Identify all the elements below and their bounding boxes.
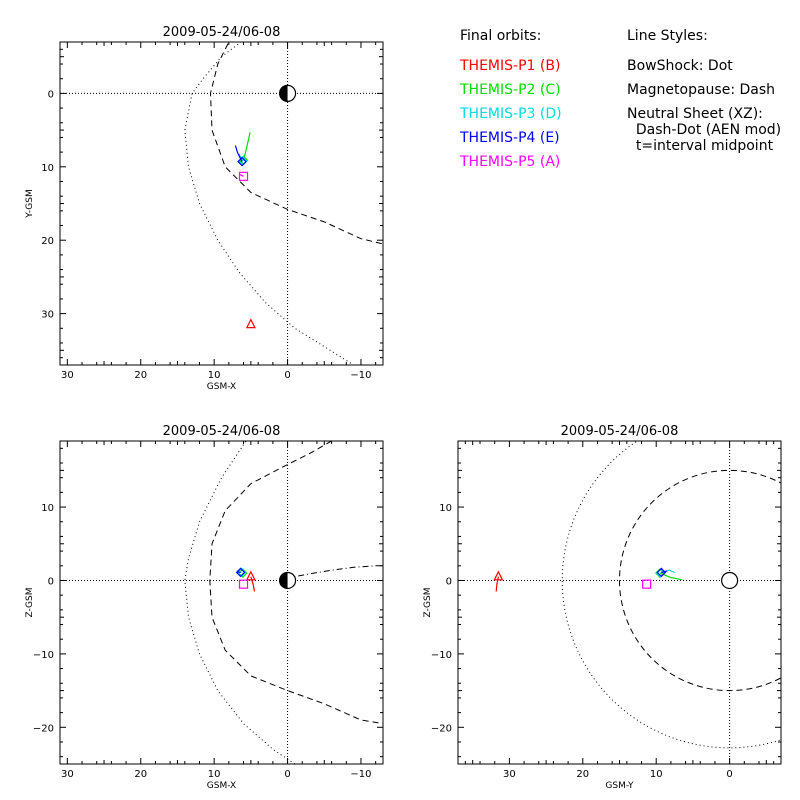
neutral-sheet-curve: [285, 565, 383, 579]
x-tick-label: 0: [284, 769, 290, 780]
legend: Final orbits: THEMIS-P1 (B) THEMIS-P2 (C)…: [459, 28, 781, 170]
plot-panel: 2009-05-24/06-08 GSM-X Y-GSM 30 20 10 0 −10 0 10 2…: [25, 25, 384, 392]
probe-marker: [245, 570, 256, 581]
probe-marker: [238, 171, 249, 181]
legend-style-label: Neutral Sheet (XZ):: [627, 106, 763, 122]
y-tick-label: 30: [41, 310, 54, 321]
y-axis-label: Z-GSM: [25, 587, 35, 617]
y-tick-label: 10: [41, 503, 54, 514]
x-tick-label: 20: [134, 370, 147, 381]
y-tick-label: 0: [48, 576, 54, 587]
x-axis-label: GSM-Y: [605, 781, 634, 791]
plot-panel: 2009-05-24/06-08 GSM-Y Z-GSM 30 20 10 0 −20 −10 0…: [423, 424, 782, 791]
probe-marker: [235, 567, 246, 578]
x-tick-label: 0: [726, 769, 732, 780]
y-tick-label: 0: [446, 576, 452, 587]
x-axis-label: GSM-X: [207, 781, 236, 791]
x-tick-label: 20: [576, 769, 589, 780]
plot-title: 2009-05-24/06-08: [163, 25, 281, 40]
y-tick-label: 20: [41, 236, 54, 247]
y-tick-label: −20: [33, 723, 54, 734]
plot-frame: [59, 440, 384, 765]
bowshock-curve: [184, 441, 296, 764]
magnetopause-curve: [209, 42, 383, 245]
x-tick-label: 10: [208, 769, 221, 780]
probe-track: [242, 132, 251, 161]
plot-area: [60, 42, 383, 365]
legend-probe-label: THEMIS-P1 (B): [459, 58, 560, 74]
line-styles-title: Line Styles:: [627, 28, 708, 44]
bowshock-curve: [184, 42, 354, 365]
legend-style-label: BowShock: Dot: [627, 58, 733, 74]
probe-marker: [245, 318, 256, 329]
legend-style-label: t=interval midpoint: [627, 138, 774, 154]
plot-title: 2009-05-24/06-08: [561, 424, 679, 439]
x-tick-label: 10: [650, 769, 663, 780]
probe-marker: [642, 579, 652, 589]
plot-panel: 2009-05-24/06-08 GSM-X Z-GSM 30 20 10 0 −10 −20 −…: [25, 424, 384, 791]
final-orbits-title: Final orbits:: [460, 28, 541, 44]
plot-title: 2009-05-24/06-08: [163, 424, 281, 439]
x-tick-label: 20: [134, 769, 147, 780]
plot-frame: [59, 41, 384, 366]
y-tick-label: −10: [33, 650, 54, 661]
x-tick-label: 30: [61, 769, 74, 780]
probe-track: [495, 576, 499, 592]
legend-probe-label: THEMIS-P3 (D): [459, 106, 562, 122]
legend-probe-label: THEMIS-P5 (A): [459, 154, 560, 170]
plot-frame: [457, 440, 782, 765]
magnetopause-curve: [619, 469, 781, 692]
y-tick-label: 0: [48, 89, 54, 100]
probe-marker: [493, 570, 504, 581]
magnetopause-curve: [209, 441, 383, 725]
legend-probe-label: THEMIS-P4 (E): [459, 130, 560, 146]
plot-area: [458, 441, 781, 764]
earth-marker: [721, 571, 739, 590]
x-tick-label: 30: [61, 370, 74, 381]
y-tick-label: 10: [41, 163, 54, 174]
y-tick-label: −10: [431, 650, 452, 661]
x-tick-label: −10: [350, 769, 371, 780]
y-axis-label: Y-GSM: [25, 189, 35, 218]
probe-track: [238, 154, 244, 162]
x-tick-label: 30: [503, 769, 516, 780]
legend-style-label: Dash-Dot (AEN mod): [627, 122, 781, 138]
x-tick-label: 10: [208, 370, 221, 381]
earth-night-side: [279, 572, 288, 589]
probe-marker: [238, 579, 249, 589]
x-tick-label: 0: [284, 370, 290, 381]
y-tick-label: −20: [431, 723, 452, 734]
earth-night-side: [279, 85, 288, 102]
x-tick-label: −10: [350, 370, 371, 381]
y-axis-label: Z-GSM: [423, 587, 433, 617]
y-tick-label: 10: [439, 503, 452, 514]
legend-probe-label: THEMIS-P2 (C): [459, 82, 561, 98]
probe-marker: [656, 567, 667, 578]
x-axis-label: GSM-X: [207, 382, 236, 392]
legend-style-label: Magnetopause: Dash: [627, 82, 775, 98]
probe-marker: [237, 156, 247, 167]
plot-area: [60, 441, 383, 764]
